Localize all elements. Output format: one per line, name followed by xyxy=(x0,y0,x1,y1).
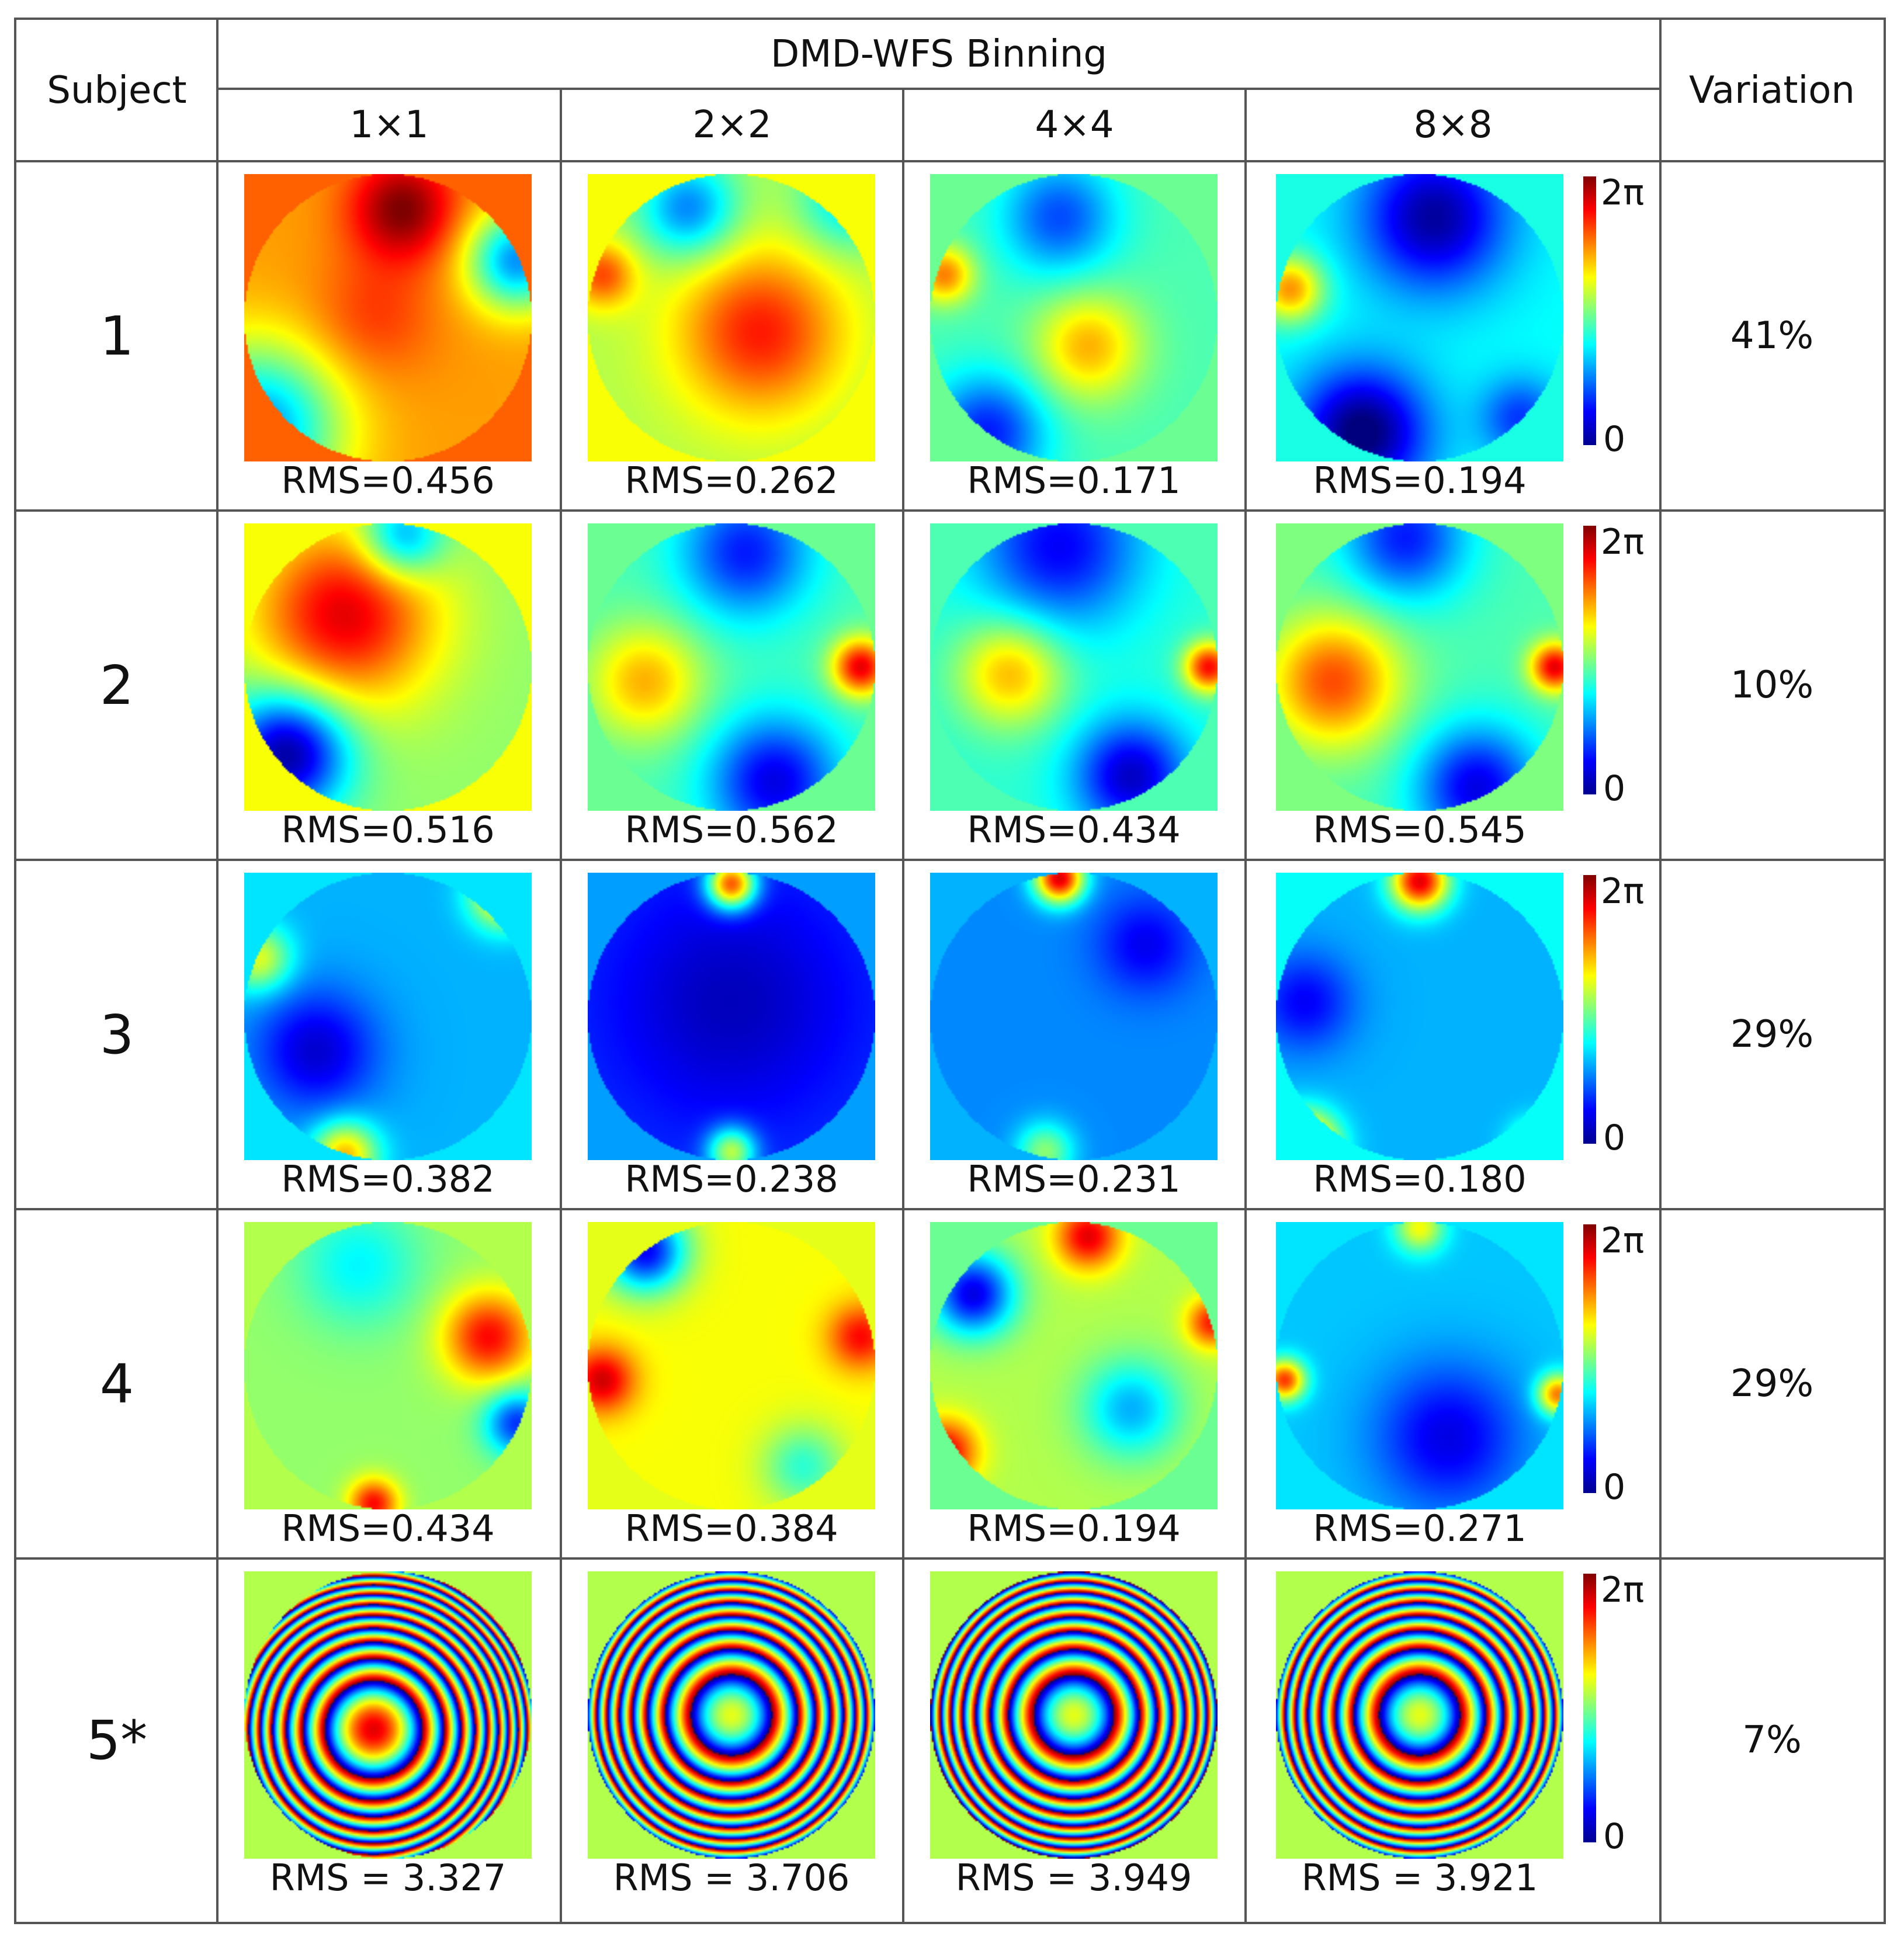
column-divider xyxy=(560,89,562,1922)
wavefront-map xyxy=(588,1571,875,1859)
subject-header: Subject xyxy=(47,69,187,112)
rms-value: RMS=0.262 xyxy=(625,459,838,502)
wavefront-map xyxy=(244,873,532,1160)
column-divider xyxy=(216,20,219,1922)
wavefront-table xyxy=(14,18,1886,1924)
wavefront-map xyxy=(930,1222,1218,1509)
subject-label: 2 xyxy=(99,654,134,717)
rms-value: RMS=0.171 xyxy=(967,459,1181,502)
wavefront-map xyxy=(588,1222,875,1509)
colorbar-max-label: 2π xyxy=(1601,172,1645,213)
binning-header-2: 2×2 xyxy=(692,103,772,147)
wavefront-map xyxy=(588,523,875,811)
rms-value: RMS=0.562 xyxy=(625,808,838,851)
rms-value: RMS = 3.327 xyxy=(269,1856,507,1899)
binning-header-3: 4×4 xyxy=(1035,103,1114,147)
column-divider xyxy=(1244,89,1247,1922)
row-divider xyxy=(16,1557,1884,1560)
wavefront-map xyxy=(930,873,1218,1160)
variation-value: 41% xyxy=(1730,314,1814,357)
rms-value: RMS = 3.921 xyxy=(1301,1856,1538,1899)
binning-group-header: DMD-WFS Binning xyxy=(771,33,1107,76)
rms-value: RMS=0.516 xyxy=(281,808,495,851)
variation-value: 29% xyxy=(1730,1013,1814,1056)
rms-value: RMS = 3.949 xyxy=(955,1856,1192,1899)
row-divider xyxy=(16,160,1884,162)
rms-value: RMS=0.456 xyxy=(281,459,495,502)
colorbar-min-label: 0 xyxy=(1603,1117,1626,1158)
variation-value: 10% xyxy=(1730,664,1814,707)
wavefront-map xyxy=(1276,1222,1563,1509)
subject-label: 4 xyxy=(99,1352,134,1415)
column-divider xyxy=(1659,20,1662,1922)
colorbar-max-label: 2π xyxy=(1601,1570,1645,1610)
rms-value: RMS=0.194 xyxy=(1313,459,1527,502)
wavefront-map xyxy=(1276,873,1563,1160)
colorbar-max-label: 2π xyxy=(1601,522,1645,563)
wavefront-map xyxy=(1276,523,1563,811)
colorbar xyxy=(1583,1574,1596,1842)
variation-value: 29% xyxy=(1730,1362,1814,1405)
rms-value: RMS=0.194 xyxy=(967,1507,1181,1550)
colorbar xyxy=(1583,176,1596,445)
wavefront-map xyxy=(930,174,1218,461)
wavefront-map xyxy=(244,174,532,461)
colorbar-max-label: 2π xyxy=(1601,1220,1645,1261)
header-divider xyxy=(217,88,1660,90)
rms-value: RMS=0.238 xyxy=(625,1158,838,1200)
row-divider xyxy=(16,859,1884,861)
rms-value: RMS=0.231 xyxy=(967,1158,1181,1200)
wavefront-map xyxy=(588,873,875,1160)
wavefront-map xyxy=(930,523,1218,811)
variation-header: Variation xyxy=(1689,69,1855,112)
rms-value: RMS=0.180 xyxy=(1313,1158,1527,1200)
wavefront-map xyxy=(1276,174,1563,461)
row-divider xyxy=(16,1208,1884,1210)
binning-header-4: 8×8 xyxy=(1413,103,1493,147)
wavefront-map xyxy=(1276,1571,1563,1859)
wavefront-map xyxy=(930,1571,1218,1859)
rms-value: RMS=0.382 xyxy=(281,1158,495,1200)
colorbar-min-label: 0 xyxy=(1603,1816,1626,1857)
row-divider xyxy=(16,509,1884,512)
column-divider xyxy=(902,89,904,1922)
subject-label: 1 xyxy=(99,304,134,367)
rms-value: RMS=0.434 xyxy=(281,1507,495,1550)
subject-label: 5* xyxy=(86,1709,148,1772)
rms-value: RMS = 3.706 xyxy=(613,1856,850,1899)
wavefront-map xyxy=(244,1222,532,1509)
subject-label: 3 xyxy=(99,1003,134,1066)
rms-value: RMS=0.384 xyxy=(625,1507,838,1550)
colorbar-max-label: 2π xyxy=(1601,871,1645,912)
colorbar-min-label: 0 xyxy=(1603,768,1626,809)
rms-value: RMS=0.271 xyxy=(1313,1507,1527,1550)
wavefront-map xyxy=(244,523,532,811)
colorbar xyxy=(1583,526,1596,794)
rms-value: RMS=0.434 xyxy=(967,808,1181,851)
colorbar xyxy=(1583,875,1596,1144)
colorbar-min-label: 0 xyxy=(1603,1467,1626,1508)
colorbar xyxy=(1583,1224,1596,1493)
wavefront-map xyxy=(588,174,875,461)
wavefront-map xyxy=(244,1571,532,1859)
rms-value: RMS=0.545 xyxy=(1313,808,1527,851)
colorbar-min-label: 0 xyxy=(1603,419,1626,460)
variation-value: 7% xyxy=(1742,1719,1802,1762)
binning-header-1: 1×1 xyxy=(349,103,429,147)
